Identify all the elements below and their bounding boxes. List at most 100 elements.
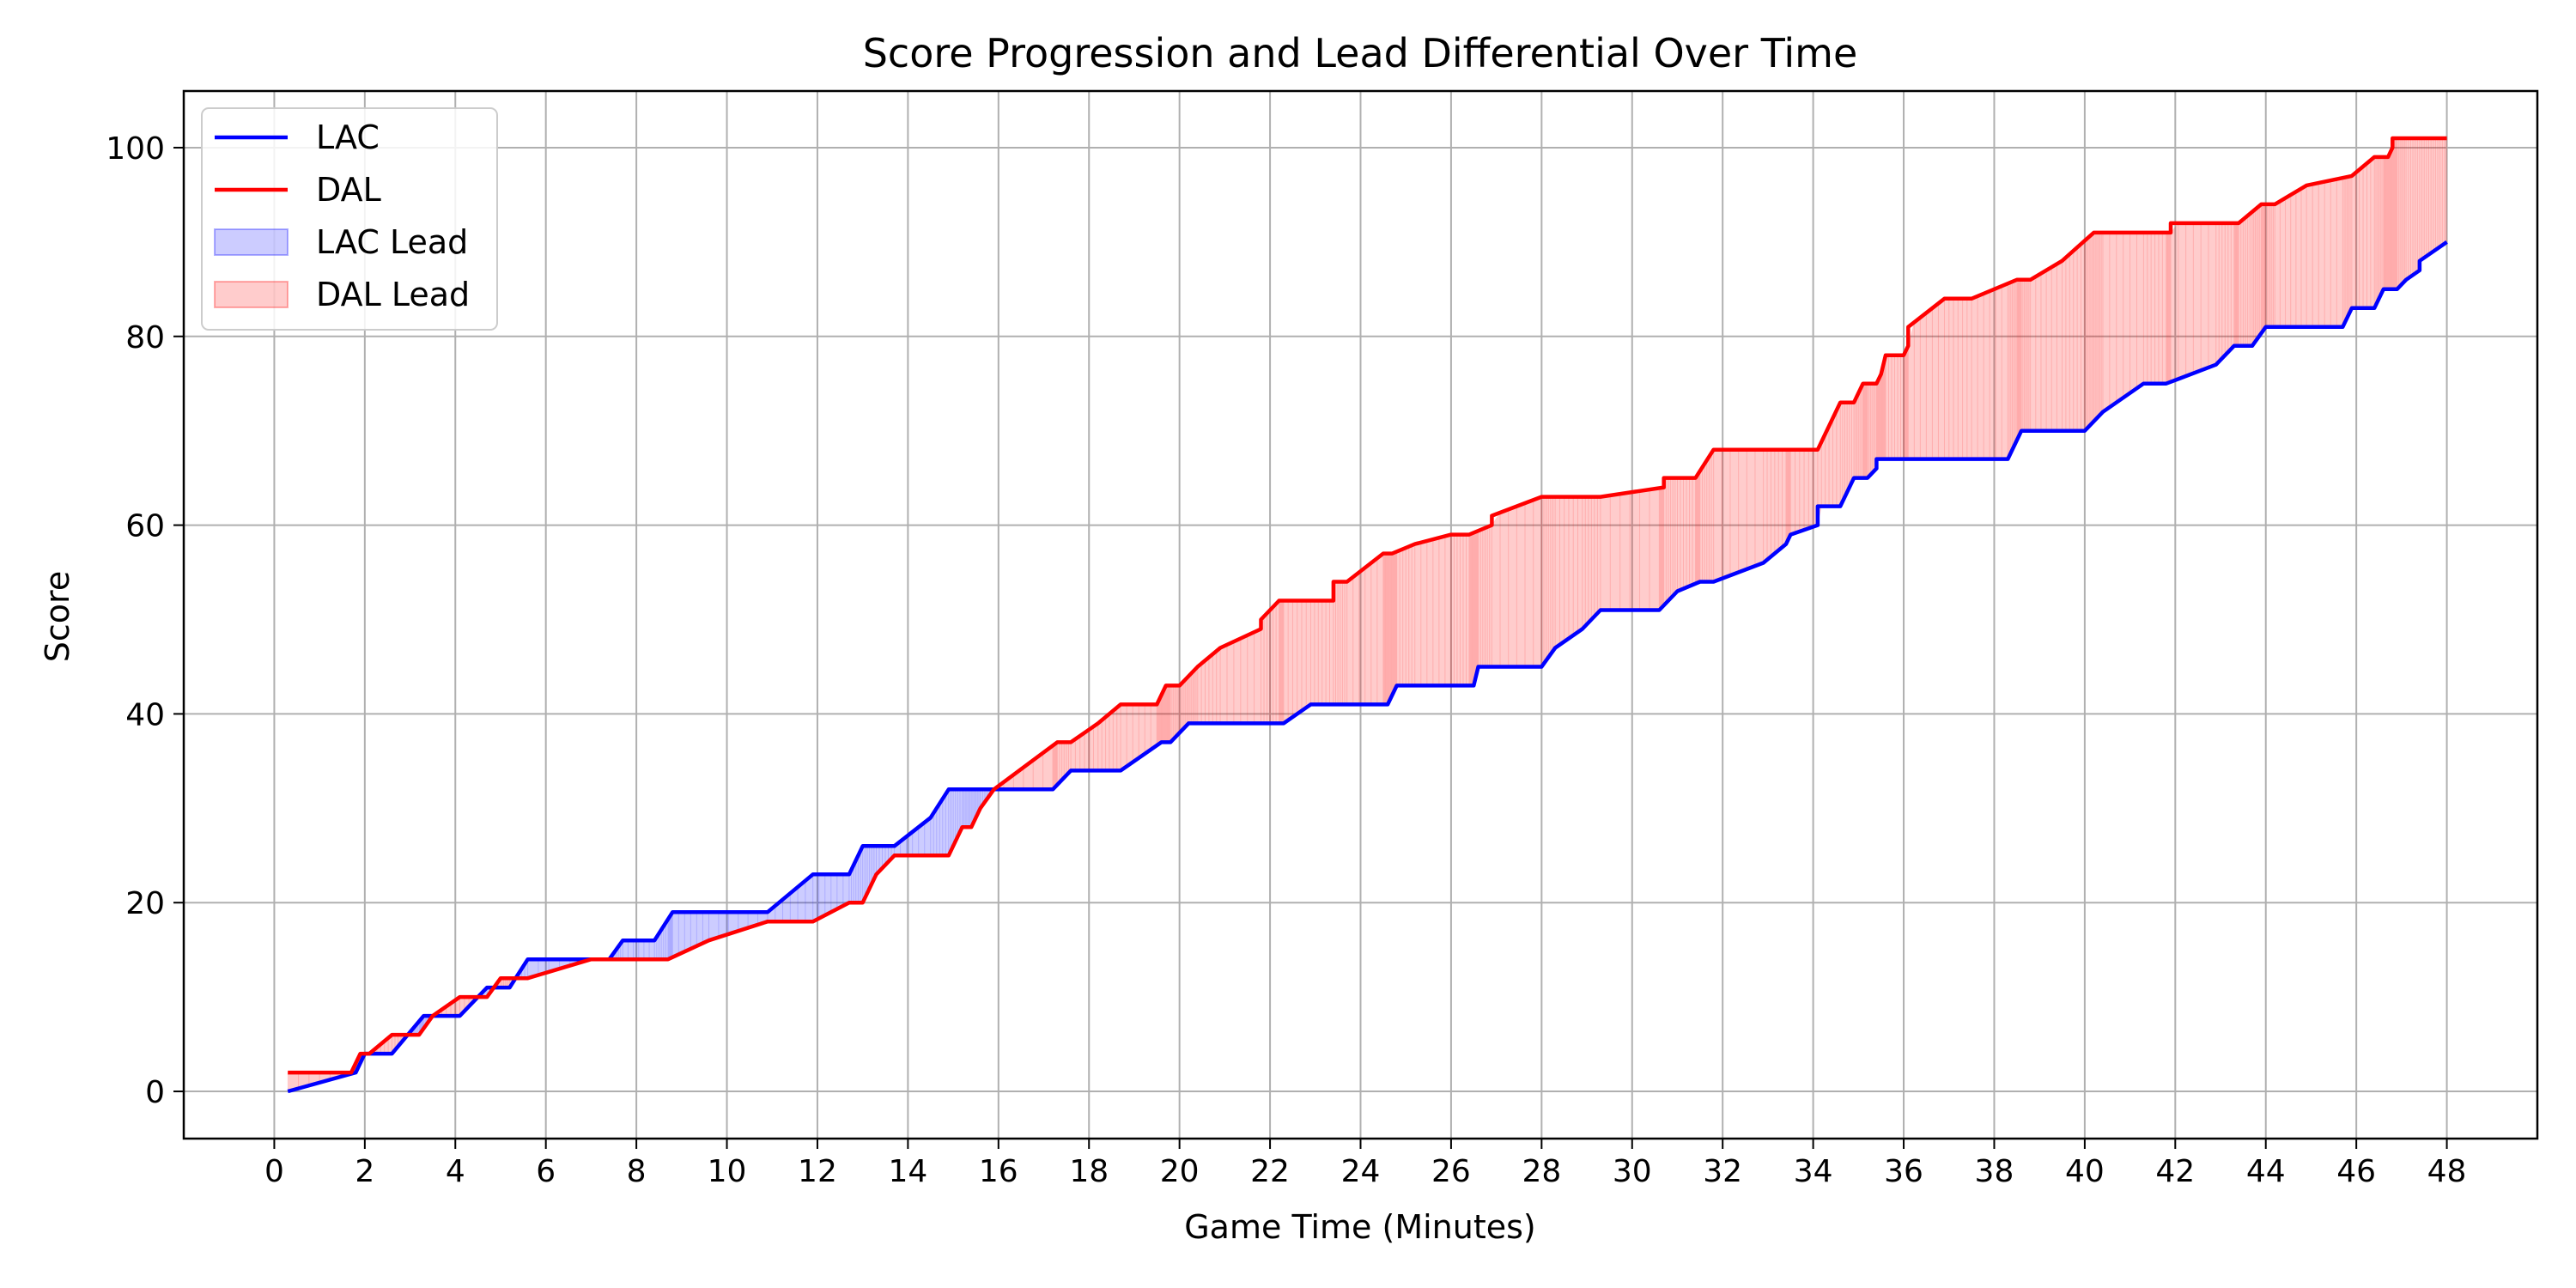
dal-lead-area bbox=[1491, 511, 1501, 667]
dal-lead-area bbox=[1261, 616, 1265, 724]
x-tick-label: 24 bbox=[1341, 1154, 1381, 1189]
y-axis-title: Score bbox=[39, 571, 76, 662]
dal-lead-area bbox=[1680, 477, 1685, 591]
dal-lead-area bbox=[1283, 600, 1289, 725]
dal-lead-area bbox=[1803, 449, 1809, 531]
dal-lead-area bbox=[2300, 185, 2307, 328]
x-tick-label: 12 bbox=[798, 1154, 837, 1189]
dal-lead-area bbox=[2230, 222, 2235, 350]
dal-lead-area bbox=[1789, 449, 1796, 536]
dal-lead-area bbox=[2073, 246, 2078, 432]
dal-lead-area bbox=[1649, 487, 1660, 611]
dal-lead-area bbox=[1291, 600, 1298, 719]
dal-lead-area bbox=[1676, 477, 1681, 592]
dal-lead-area bbox=[1097, 719, 1103, 771]
dal-lead-area bbox=[2285, 194, 2292, 328]
dal-lead-area bbox=[1931, 302, 1939, 460]
dal-lead-area bbox=[1713, 449, 1722, 583]
dal-lead-area bbox=[1408, 544, 1413, 686]
dal-lead-area bbox=[1438, 535, 1446, 686]
dal-lead-area bbox=[1263, 611, 1268, 724]
dal-lead-area bbox=[1465, 534, 1470, 686]
dal-lead-area bbox=[1828, 417, 1833, 507]
dal-lead-area bbox=[1084, 728, 1090, 771]
dal-lead-area bbox=[1729, 449, 1740, 576]
dal-lead-area bbox=[2192, 222, 2202, 374]
dal-lead-area bbox=[1150, 703, 1157, 750]
x-tick-label: 8 bbox=[627, 1154, 647, 1189]
dal-lead-area bbox=[1738, 449, 1747, 574]
dal-lead-area bbox=[1683, 477, 1687, 590]
x-tick-label: 44 bbox=[2246, 1154, 2286, 1189]
dal-lead-area bbox=[1887, 355, 1893, 460]
dal-lead-area bbox=[2040, 269, 2047, 432]
dal-lead-area bbox=[1629, 490, 1641, 611]
dal-lead-area bbox=[2227, 222, 2232, 354]
legend-label: DAL bbox=[316, 171, 381, 209]
dal-lead-area bbox=[1897, 355, 1902, 460]
dal-lead-area bbox=[1554, 496, 1560, 649]
dal-lead-area bbox=[1524, 499, 1534, 667]
dal-lead-area bbox=[1112, 707, 1118, 771]
dal-lead-area bbox=[1370, 557, 1378, 705]
grid-lines bbox=[184, 91, 2537, 1139]
dal-lead-area bbox=[1426, 538, 1434, 686]
dal-lead-area bbox=[1508, 505, 1517, 667]
dal-lead-area bbox=[2147, 232, 2152, 385]
dal-lead-area bbox=[2208, 222, 2217, 368]
dal-lead-area bbox=[1212, 650, 1218, 724]
dal-lead-area bbox=[1314, 600, 1319, 705]
dal-lead-area bbox=[1937, 297, 1945, 460]
lac-lead-area bbox=[836, 873, 844, 910]
dal-lead-area bbox=[1226, 641, 1235, 724]
dal-lead-area bbox=[1564, 496, 1570, 643]
dal-lead-area bbox=[2161, 232, 2167, 385]
dal-lead-area bbox=[2306, 183, 2313, 328]
dal-lead-area bbox=[1402, 547, 1406, 686]
dal-lead-area bbox=[1891, 355, 1895, 460]
dal-lead-area bbox=[1144, 703, 1151, 755]
dal-lead-area bbox=[1989, 288, 1996, 460]
dal-lead-area bbox=[1948, 298, 1954, 460]
dal-lead-area bbox=[1321, 600, 1327, 705]
x-tick-label: 32 bbox=[1703, 1154, 1742, 1189]
dal-lead-area bbox=[2354, 168, 2360, 309]
dal-lead-area bbox=[1913, 316, 1921, 460]
dal-lead-area bbox=[2001, 283, 2008, 460]
dal-lead-area bbox=[2142, 232, 2148, 385]
dal-lead-area bbox=[2030, 276, 2037, 432]
dal-lead-area bbox=[1577, 496, 1583, 634]
lac-lead-area bbox=[812, 873, 820, 923]
dal-lead-area bbox=[2170, 222, 2179, 383]
x-tick-label: 4 bbox=[446, 1154, 465, 1189]
dal-lead-area bbox=[2330, 178, 2337, 328]
x-tick-label: 30 bbox=[1613, 1154, 1652, 1189]
legend-box bbox=[201, 107, 498, 331]
dal-lead-area bbox=[1247, 631, 1255, 724]
dal-lead-area bbox=[2035, 272, 2042, 432]
dal-lead-area bbox=[2050, 263, 2057, 432]
lac-lead-area bbox=[936, 802, 940, 856]
dal-lead-area bbox=[1116, 703, 1121, 771]
dal-lead-area bbox=[2312, 182, 2319, 328]
dal-lead-area bbox=[2158, 232, 2163, 385]
x-tick-label: 46 bbox=[2336, 1154, 2376, 1189]
dal-lead-area bbox=[1453, 534, 1458, 686]
dal-lead-area bbox=[1420, 540, 1428, 686]
dal-lead-area bbox=[1533, 495, 1542, 667]
dal-lead-area bbox=[1093, 722, 1099, 771]
dal-lead-area bbox=[1208, 653, 1213, 724]
dal-lead-area bbox=[1692, 477, 1697, 586]
dal-lead-area bbox=[1364, 562, 1372, 705]
lac-lead-area bbox=[702, 911, 709, 945]
x-axis-title: Game Time (Minutes) bbox=[1184, 1208, 1536, 1246]
dal-lead-area bbox=[1900, 355, 1905, 460]
lac-lead-area bbox=[939, 797, 944, 856]
dal-lead-area bbox=[2366, 159, 2372, 309]
dal-lead-area bbox=[1132, 703, 1139, 763]
dal-lead-area bbox=[2318, 180, 2325, 328]
dal-lead-area bbox=[1746, 449, 1756, 570]
dal-lead-area bbox=[2045, 266, 2052, 432]
dal-lead-area bbox=[1101, 716, 1107, 771]
x-tick-label: 48 bbox=[2427, 1154, 2467, 1189]
